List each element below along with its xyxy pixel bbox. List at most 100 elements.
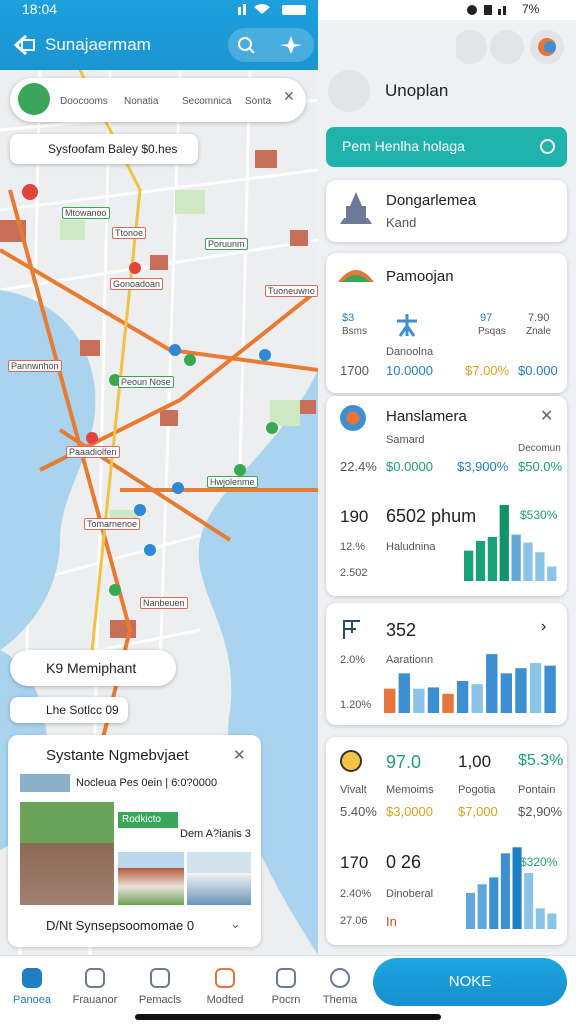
place-tag-bg xyxy=(118,812,178,828)
nav-item[interactable]: Pemacls xyxy=(132,968,188,1006)
nav-item[interactable]: Pocrn xyxy=(258,968,314,1006)
left-2: 1.20% xyxy=(340,699,372,711)
place-photo xyxy=(20,802,114,905)
map-label[interactable]: Hwjolenme xyxy=(207,476,258,488)
filter-icon[interactable] xyxy=(18,83,50,115)
filter-chip[interactable]: Sonta xyxy=(245,96,272,107)
card-1-subtitle: Kand xyxy=(386,215,417,230)
nav-item[interactable]: Modted xyxy=(197,968,253,1006)
place-subtitle: Nocleua Pes 0ein | 6:0?0000 xyxy=(76,777,218,789)
bar xyxy=(547,566,557,581)
label-3: In xyxy=(386,914,397,929)
col-label: Pontain xyxy=(518,784,556,796)
label-2: Haludnina xyxy=(386,541,436,553)
filter-chip[interactable]: Nonatia xyxy=(124,96,159,107)
place-chip-2[interactable] xyxy=(10,697,128,723)
map-label[interactable]: Poruunm xyxy=(205,238,248,250)
filter-close[interactable]: ✕ xyxy=(283,88,295,104)
card-1[interactable] xyxy=(326,180,567,242)
nav-label: Thema xyxy=(322,994,358,1006)
map-label[interactable]: Peoun Nose xyxy=(118,376,174,388)
headline: 97.0 xyxy=(386,752,422,772)
right-title: Unoplan xyxy=(385,81,449,100)
place-close[interactable]: ✕ xyxy=(233,747,246,764)
left-2: 12.% xyxy=(340,541,366,553)
bar xyxy=(413,688,425,713)
bar xyxy=(427,687,440,713)
nav-label: Modted xyxy=(206,994,244,1006)
stat-value: $3 xyxy=(342,312,355,324)
place-expand[interactable]: ⌄ xyxy=(230,916,241,931)
map-label[interactable]: Ttonoe xyxy=(112,227,147,239)
map-label[interactable]: Paaadiolfen xyxy=(66,446,120,458)
map-label[interactable]: Gonoadoan xyxy=(110,278,164,290)
bar xyxy=(384,688,396,713)
status-icons-right xyxy=(467,5,506,15)
card-5-icon xyxy=(340,750,362,772)
place-chip[interactable] xyxy=(10,650,176,686)
banner-text: Pem Henlha holaga xyxy=(342,138,465,154)
bar xyxy=(544,665,556,713)
bar-chart xyxy=(466,847,557,929)
col-label: Pogotia xyxy=(458,784,496,796)
metric: 5.40% xyxy=(340,804,377,819)
metric: $7.00% xyxy=(465,363,510,378)
place-chip-2-text: Lhe Sotlcc 09 xyxy=(46,703,119,717)
bar xyxy=(398,673,410,713)
map-label[interactable]: Mtowanoo xyxy=(62,207,110,219)
stat-value: 7.90 xyxy=(528,312,550,324)
right-avatar[interactable] xyxy=(328,70,370,112)
left-2: 2.40% xyxy=(340,888,372,900)
map-label[interactable]: Tuoneuwno xyxy=(265,285,318,297)
nav-item[interactable]: Thema xyxy=(312,968,368,1006)
bar xyxy=(466,892,476,929)
metric: $2,90% xyxy=(518,804,563,819)
map-label[interactable]: Tomarnenoe xyxy=(84,518,141,530)
back-button[interactable] xyxy=(12,32,38,58)
left-3: 2.502 xyxy=(340,567,368,579)
headline: $5.3% xyxy=(518,752,564,769)
badge: $530% xyxy=(520,508,558,522)
banner-toggle[interactable] xyxy=(540,139,555,154)
place-thumb xyxy=(20,774,70,792)
metric: $3,0000 xyxy=(386,804,433,819)
right-actions[interactable] xyxy=(456,28,566,66)
metric: $3,900% xyxy=(457,459,509,474)
place-chip-text: K9 Memiphant xyxy=(46,660,137,676)
bar xyxy=(475,541,486,581)
metric: $0.0000 xyxy=(386,459,433,474)
status-time: 18:04 xyxy=(22,1,58,17)
filter-chip[interactable]: Secomnica xyxy=(182,96,232,107)
bar xyxy=(511,534,521,581)
place-title: Systante Ngmebvjaet xyxy=(46,747,189,764)
filter-chip[interactable]: Doocooms xyxy=(60,96,108,107)
bar-chart xyxy=(464,505,557,581)
label: Aarationn xyxy=(386,654,434,666)
nav-label: Panoea xyxy=(13,994,51,1006)
map-label[interactable]: Nanbeuen xyxy=(140,597,188,609)
map-label[interactable]: Pannwnhon xyxy=(8,360,62,372)
card-3-note: Decomun xyxy=(518,443,561,454)
metric: 1700 xyxy=(340,363,369,378)
nav-item[interactable]: Panoea xyxy=(4,968,60,1006)
action-button[interactable]: NOKE xyxy=(373,958,567,1006)
place-footer[interactable]: D/Nt Synsepsoomomae 0 xyxy=(46,918,195,933)
card-3-close[interactable]: ✕ xyxy=(540,408,554,425)
card-4-chevron[interactable]: › xyxy=(541,618,547,635)
bar xyxy=(499,505,509,581)
bar xyxy=(487,537,498,581)
metric: 22.4% xyxy=(340,459,377,474)
card-2-title: Pamoojan xyxy=(386,268,454,285)
map-chip[interactable] xyxy=(10,134,198,164)
search-button[interactable] xyxy=(236,34,308,56)
banner[interactable] xyxy=(326,127,567,167)
stat-value: 97 xyxy=(480,312,493,324)
home-indicator xyxy=(135,1014,441,1020)
bar xyxy=(486,654,498,713)
stat-icon xyxy=(397,314,417,337)
nav-item[interactable]: Frauanor xyxy=(67,968,123,1006)
big-value: 0 26 xyxy=(386,852,422,872)
card-2-icon xyxy=(338,270,374,282)
bar xyxy=(535,908,545,929)
